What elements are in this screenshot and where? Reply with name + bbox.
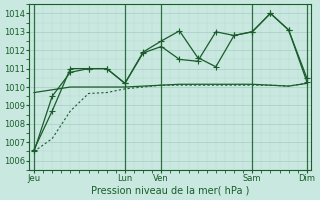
X-axis label: Pression niveau de la mer( hPa ): Pression niveau de la mer( hPa ) <box>91 186 250 196</box>
